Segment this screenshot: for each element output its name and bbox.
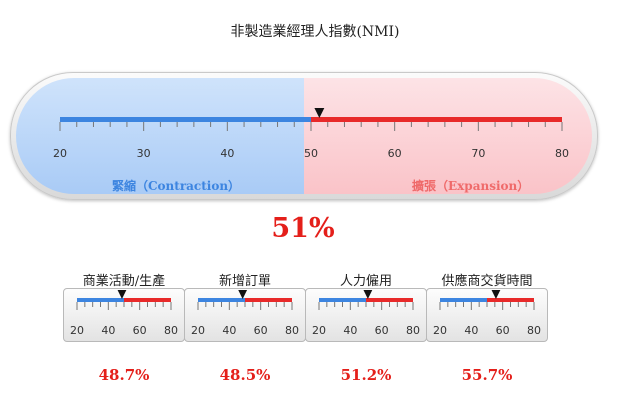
contraction-bar	[319, 298, 366, 302]
value-pointer	[238, 290, 248, 299]
value-pointer	[363, 290, 373, 299]
expansion-bar	[311, 117, 562, 122]
expansion-bar	[124, 298, 171, 302]
contraction-bar	[60, 117, 311, 122]
tick-label: 20	[433, 324, 447, 337]
sub-gauge-scale: 20 40 60 80	[191, 290, 299, 337]
sub-gauge-box: 20 40 60 80	[184, 288, 306, 342]
tick-label: 40	[343, 324, 357, 337]
tick-label: 60	[496, 324, 510, 337]
sub-gauge-scale: 20 40 60 80	[70, 290, 178, 337]
tick-label: 60	[133, 324, 147, 337]
main-gauge-track: 20 30 40 50 60 70 80 緊縮（Contraction） 擴張（Expans…	[16, 78, 592, 194]
contraction-bar	[198, 298, 245, 302]
sub-gauge-scale: 20 40 60 80	[312, 290, 420, 337]
contraction-bar	[77, 298, 124, 302]
main-value: 51%	[271, 213, 335, 244]
tick-label: 20	[70, 324, 84, 337]
tick-label: 80	[527, 324, 541, 337]
tick-label: 80	[164, 324, 178, 337]
tick-label: 40	[101, 324, 115, 337]
sub-gauge-value: 48.7%	[98, 366, 150, 384]
sub-gauge-value: 48.5%	[219, 366, 271, 384]
contraction-label: 緊縮（Contraction）	[112, 179, 241, 193]
tick-label: 20	[312, 324, 326, 337]
sub-gauge-box: 20 40 60 80	[63, 288, 185, 342]
tick-label: 60	[254, 324, 268, 337]
tick-label: 40	[464, 324, 478, 337]
sub-gauge-title: 新增訂單	[218, 274, 271, 289]
expansion-bar	[487, 298, 534, 302]
tick-label: 20	[53, 147, 67, 160]
expansion-label: 擴張（Expansion）	[412, 179, 530, 193]
sub-gauge-scale: 20 40 60 80	[433, 290, 541, 337]
tick-label: 30	[137, 147, 151, 160]
contraction-bar	[440, 298, 487, 302]
sub-gauge-value: 51.2%	[340, 366, 392, 384]
tick-label: 40	[222, 324, 236, 337]
chart-title: 非製造業經理人指數(NMI)	[230, 24, 400, 40]
value-pointer	[117, 290, 127, 299]
tick-label: 80	[406, 324, 420, 337]
sub-gauge-title: 人力僱用	[339, 274, 392, 289]
value-pointer	[314, 108, 325, 118]
value-pointer	[491, 290, 501, 299]
sub-gauge-value: 55.7%	[461, 366, 513, 384]
expansion-bar	[366, 298, 413, 302]
sub-gauge-title: 供應商交貨時間	[441, 274, 533, 289]
tick-label: 20	[191, 324, 205, 337]
expansion-zone	[304, 78, 592, 194]
main-gauge: 20 30 40 50 60 70 80 緊縮（Contraction） 擴張（Expans…	[10, 72, 598, 200]
sub-gauge-box: 20 40 60 80	[426, 288, 548, 342]
sub-gauge-title: 商業活動/生產	[82, 274, 166, 289]
tick-label: 70	[471, 147, 485, 160]
tick-label: 80	[555, 147, 569, 160]
tick-label: 60	[388, 147, 402, 160]
main-gauge-scale: 20 30 40 50 60 70 80	[53, 108, 569, 160]
tick-label: 50	[304, 147, 318, 160]
tick-label: 80	[285, 324, 299, 337]
tick-label: 60	[375, 324, 389, 337]
sub-gauge-box: 20 40 60 80	[305, 288, 427, 342]
contraction-zone	[16, 78, 304, 194]
tick-label: 40	[220, 147, 234, 160]
expansion-bar	[245, 298, 292, 302]
